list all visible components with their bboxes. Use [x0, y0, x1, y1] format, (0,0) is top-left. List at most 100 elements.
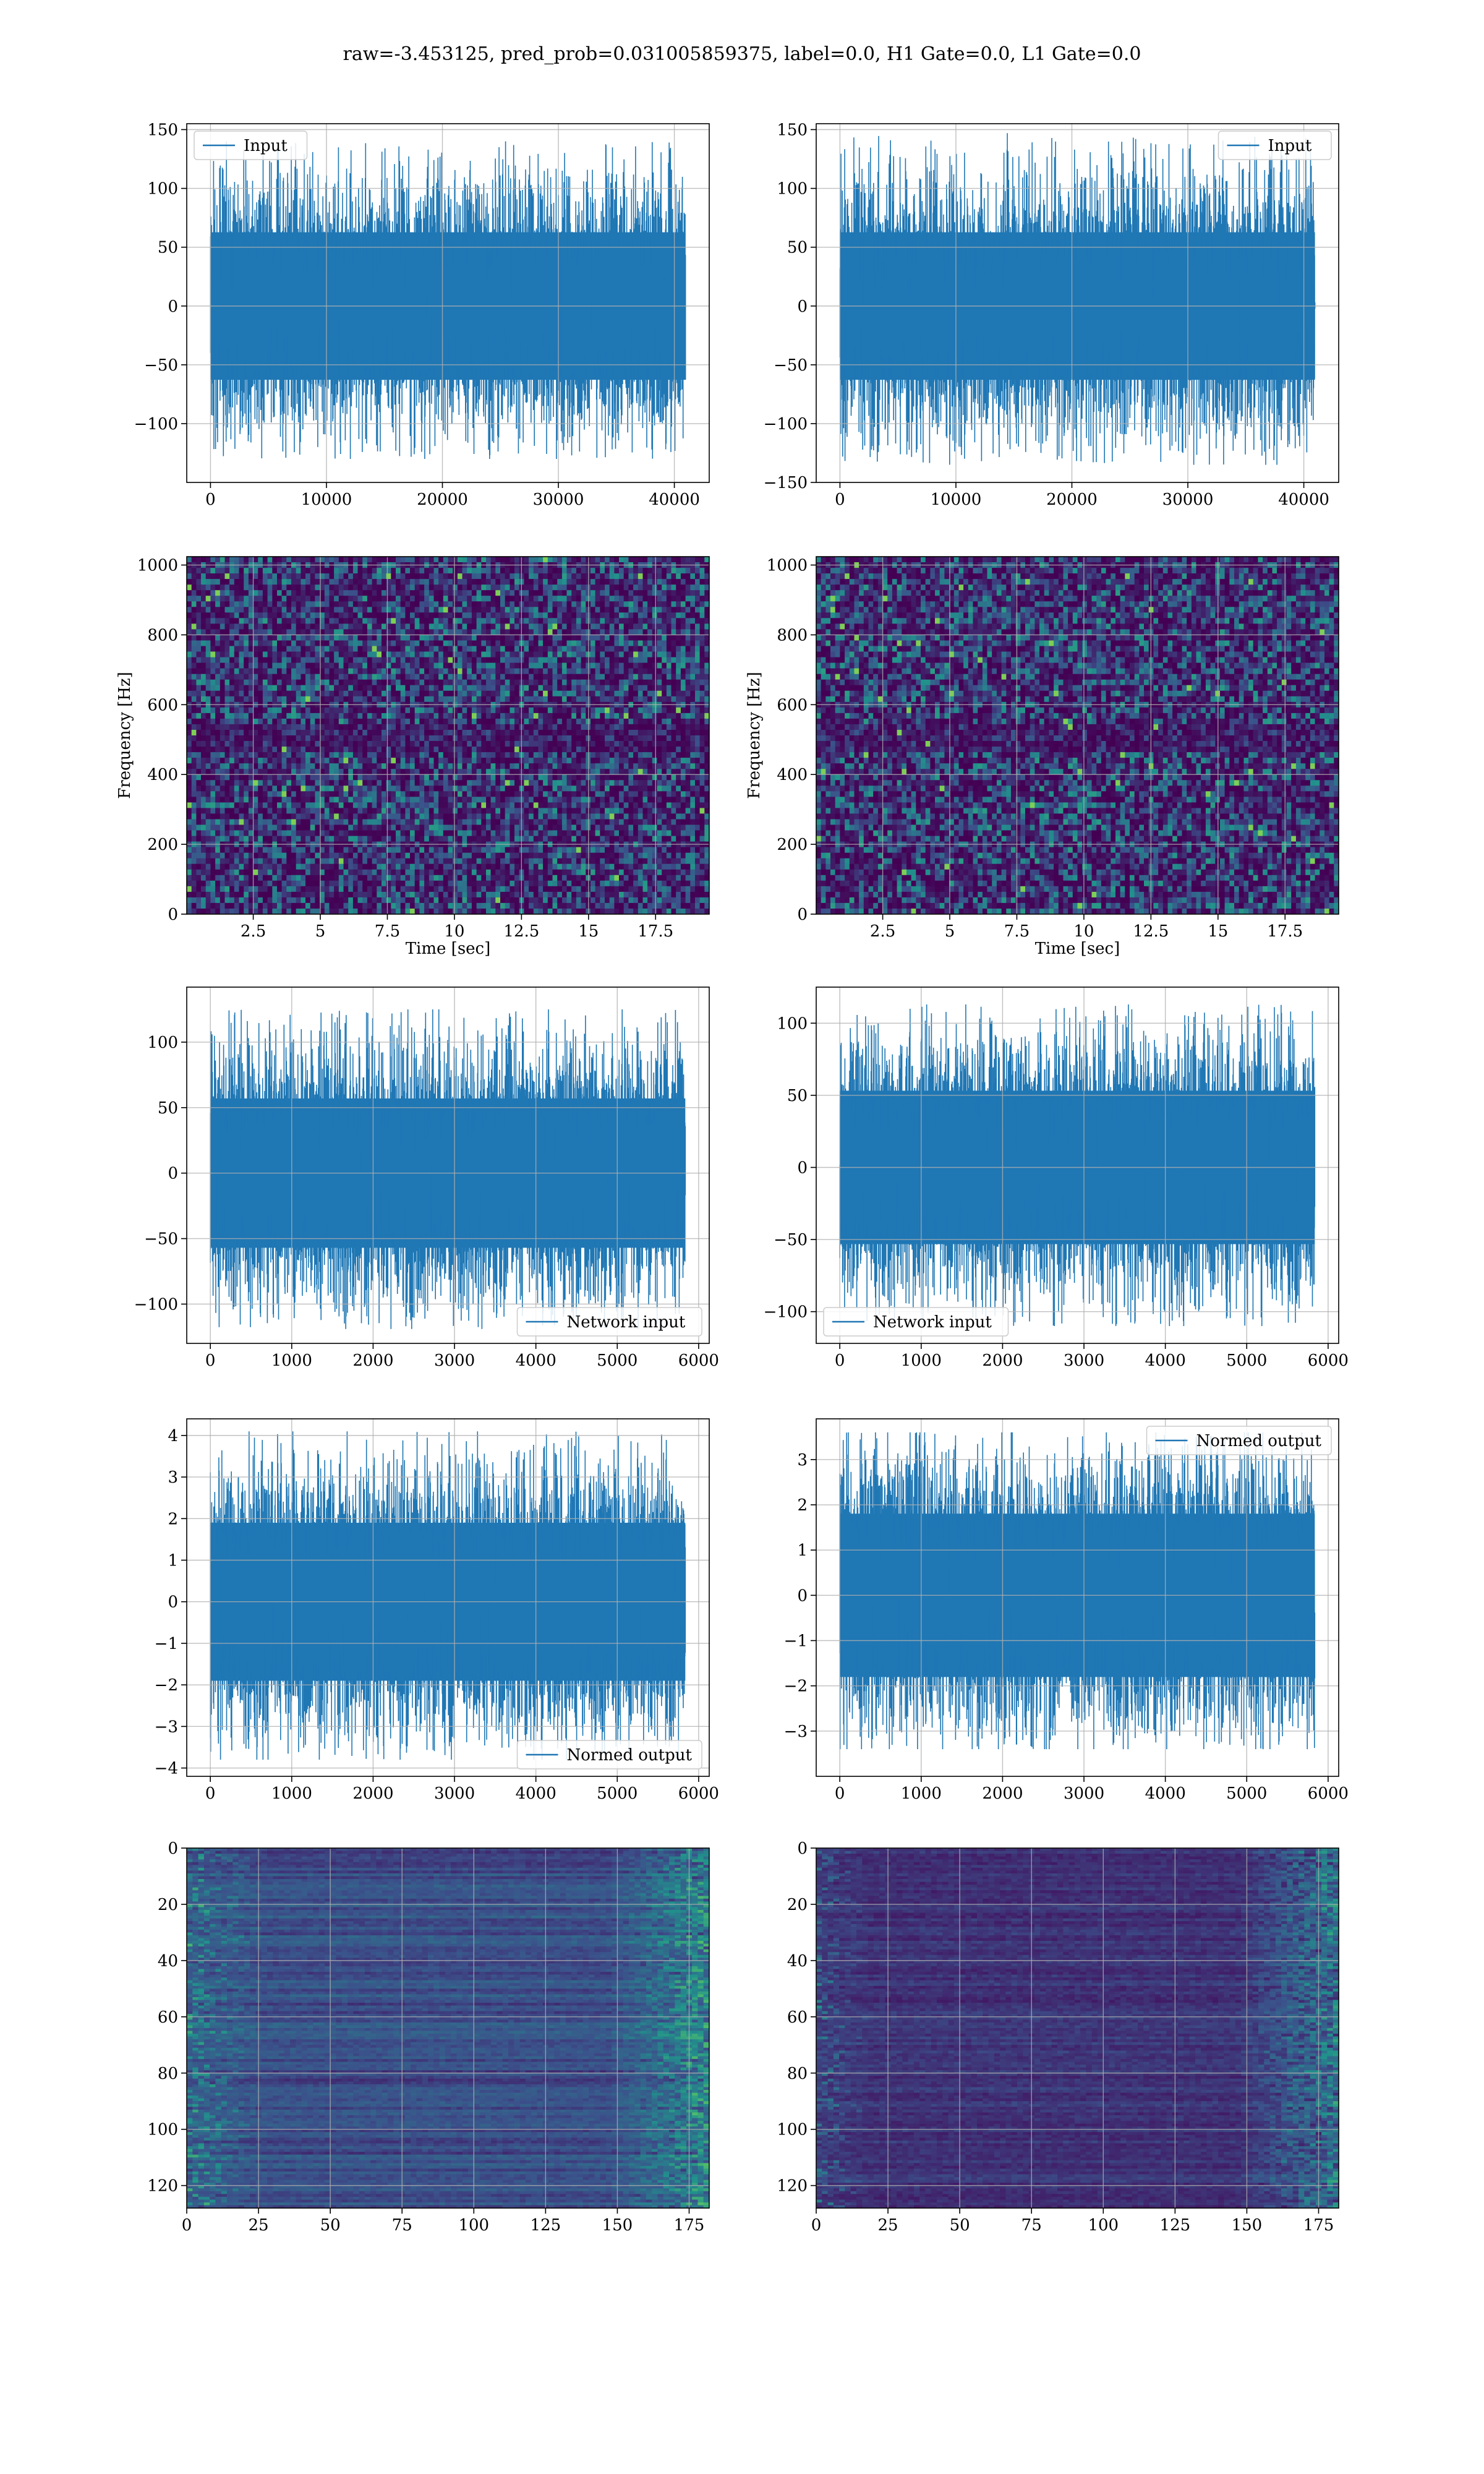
- heatmap-cell: [291, 797, 297, 803]
- heatmap-cell: [281, 685, 287, 691]
- heatmap-cell: [239, 607, 244, 613]
- heatmap-cell: [419, 573, 425, 580]
- heatmap-cell: [581, 741, 586, 747]
- heatmap-cell: [334, 557, 339, 563]
- heatmap-cell: [272, 601, 278, 607]
- heatmap-cell: [286, 623, 292, 630]
- heatmap-cell: [657, 696, 662, 703]
- heatmap-cell: [609, 718, 615, 725]
- heatmap-cell: [205, 791, 211, 797]
- heatmap-cell: [462, 730, 467, 736]
- heatmap-cell: [490, 635, 496, 641]
- heatmap-cell: [215, 646, 221, 653]
- heatmap-cell: [334, 747, 339, 753]
- heatmap-cell: [591, 679, 596, 686]
- heatmap-cell: [514, 646, 520, 653]
- heatmap-cell: [605, 690, 610, 697]
- heatmap-cell: [514, 557, 520, 563]
- heatmap-cell: [405, 657, 411, 664]
- heatmap-cell: [628, 646, 634, 653]
- heatmap-cell: [191, 769, 197, 775]
- y-tick-label: 150: [147, 121, 178, 140]
- heatmap-cell: [600, 674, 605, 680]
- heatmap-cell: [329, 797, 335, 803]
- heatmap-cell: [533, 657, 539, 664]
- heatmap-cell: [557, 612, 563, 618]
- heatmap-cell: [329, 713, 335, 719]
- heatmap-cell: [410, 741, 416, 747]
- heatmap-cell: [433, 724, 439, 730]
- heatmap-cell: [510, 573, 515, 580]
- heatmap-cell: [619, 763, 625, 769]
- heatmap-cell: [619, 713, 625, 719]
- heatmap-cell: [457, 629, 463, 635]
- heatmap-cell: [462, 579, 467, 585]
- heatmap-cell: [272, 612, 278, 618]
- heatmap-cell: [547, 713, 553, 719]
- heatmap-cell: [338, 685, 344, 691]
- heatmap-cell: [419, 590, 425, 596]
- heatmap-cell: [680, 612, 686, 618]
- heatmap-cell: [234, 685, 240, 691]
- heatmap-cell: [647, 635, 653, 641]
- heatmap-cell: [301, 646, 306, 653]
- heatmap-cell: [210, 646, 216, 653]
- heatmap-cell: [662, 668, 667, 675]
- heatmap-cell: [457, 596, 463, 602]
- heatmap-cell: [657, 579, 662, 585]
- heatmap-cell: [281, 568, 287, 574]
- heatmap-cell: [419, 629, 425, 635]
- heatmap-cell: [419, 763, 425, 769]
- heatmap-cell: [533, 668, 539, 675]
- heatmap-cell: [476, 623, 482, 630]
- heatmap-cell: [433, 713, 439, 719]
- heatmap-cell: [258, 752, 263, 758]
- heatmap-cell: [495, 685, 501, 691]
- heatmap-cell: [448, 646, 453, 653]
- heatmap-cell: [262, 707, 268, 714]
- heatmap-cell: [500, 724, 506, 730]
- heatmap-cell: [642, 797, 648, 803]
- heatmap-cell: [229, 657, 235, 664]
- heatmap-cell: [591, 785, 596, 792]
- heatmap-cell: [695, 579, 701, 585]
- heatmap-cell: [210, 579, 216, 585]
- heatmap-cell: [657, 668, 662, 675]
- heatmap-cell: [695, 718, 701, 725]
- heatmap-cell: [187, 707, 192, 714]
- heatmap-cell: [224, 596, 230, 602]
- heatmap-cell: [414, 685, 420, 691]
- heatmap-cell: [352, 629, 359, 635]
- heatmap-cell: [320, 685, 325, 691]
- heatmap-cell: [315, 629, 320, 635]
- heatmap-cell: [500, 573, 506, 580]
- heatmap-cell: [552, 651, 558, 658]
- heatmap-cell: [638, 747, 644, 753]
- heatmap-cell: [357, 674, 363, 680]
- heatmap-cell: [253, 662, 258, 669]
- heatmap-cell: [262, 579, 268, 585]
- heatmap-cell: [310, 612, 315, 618]
- heatmap-cell: [348, 724, 354, 730]
- heatmap-cell: [657, 679, 662, 686]
- heatmap-cell: [357, 763, 363, 769]
- heatmap-cell: [386, 769, 391, 775]
- heatmap-cell: [372, 791, 377, 797]
- heatmap-cell: [334, 696, 339, 703]
- heatmap-cell: [529, 713, 534, 719]
- heatmap-cell: [343, 601, 349, 607]
- heatmap-cell: [362, 763, 368, 769]
- heatmap-cell: [576, 618, 582, 624]
- heatmap-cell: [405, 730, 411, 736]
- heatmap-cell: [481, 724, 487, 730]
- heatmap-cell: [372, 662, 377, 669]
- heatmap-cell: [557, 707, 563, 714]
- heatmap-cell: [514, 785, 520, 792]
- heatmap-cell: [505, 774, 510, 781]
- heatmap-cell: [305, 741, 311, 747]
- heatmap-cell: [638, 707, 644, 714]
- heatmap-cell: [538, 601, 544, 607]
- heatmap-cell: [291, 769, 297, 775]
- heatmap-cell: [248, 596, 254, 602]
- heatmap-cell: [543, 797, 548, 803]
